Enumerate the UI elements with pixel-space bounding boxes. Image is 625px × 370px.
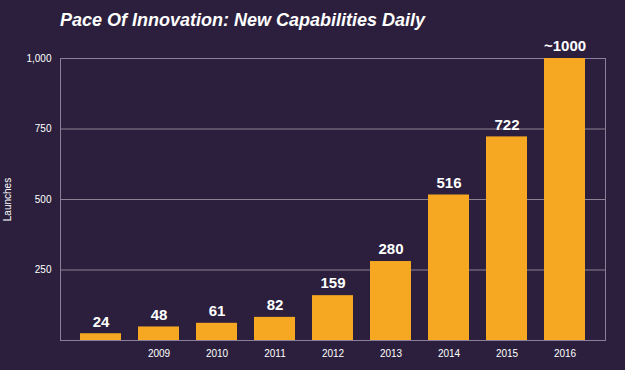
svg-text:250: 250	[35, 264, 52, 275]
svg-text:2009: 2009	[148, 348, 171, 359]
svg-text:516: 516	[436, 174, 461, 191]
svg-text:82: 82	[267, 296, 284, 313]
svg-text:722: 722	[494, 116, 519, 133]
svg-text:1,000: 1,000	[26, 53, 51, 64]
svg-text:Launches: Launches	[2, 178, 13, 221]
svg-text:2011: 2011	[264, 348, 286, 359]
svg-text:2013: 2013	[380, 348, 403, 359]
svg-text:2015: 2015	[496, 348, 519, 359]
html-text:Pace Of Innovation: New Capabi: Pace Of Innovation: New Capabilities Dai…	[60, 10, 426, 30]
svg-text:750: 750	[35, 123, 52, 134]
svg-text:61: 61	[209, 302, 226, 319]
svg-text:2010: 2010	[206, 348, 229, 359]
svg-text:2016: 2016	[554, 348, 577, 359]
svg-text:500: 500	[35, 194, 52, 205]
svg-text:~1000: ~1000	[544, 37, 586, 54]
svg-text:48: 48	[151, 306, 168, 323]
svg-text:280: 280	[378, 240, 403, 257]
svg-text:2014: 2014	[438, 348, 461, 359]
svg-text:159: 159	[320, 274, 345, 291]
svg-text:2012: 2012	[322, 348, 345, 359]
svg-text:24: 24	[93, 313, 110, 330]
